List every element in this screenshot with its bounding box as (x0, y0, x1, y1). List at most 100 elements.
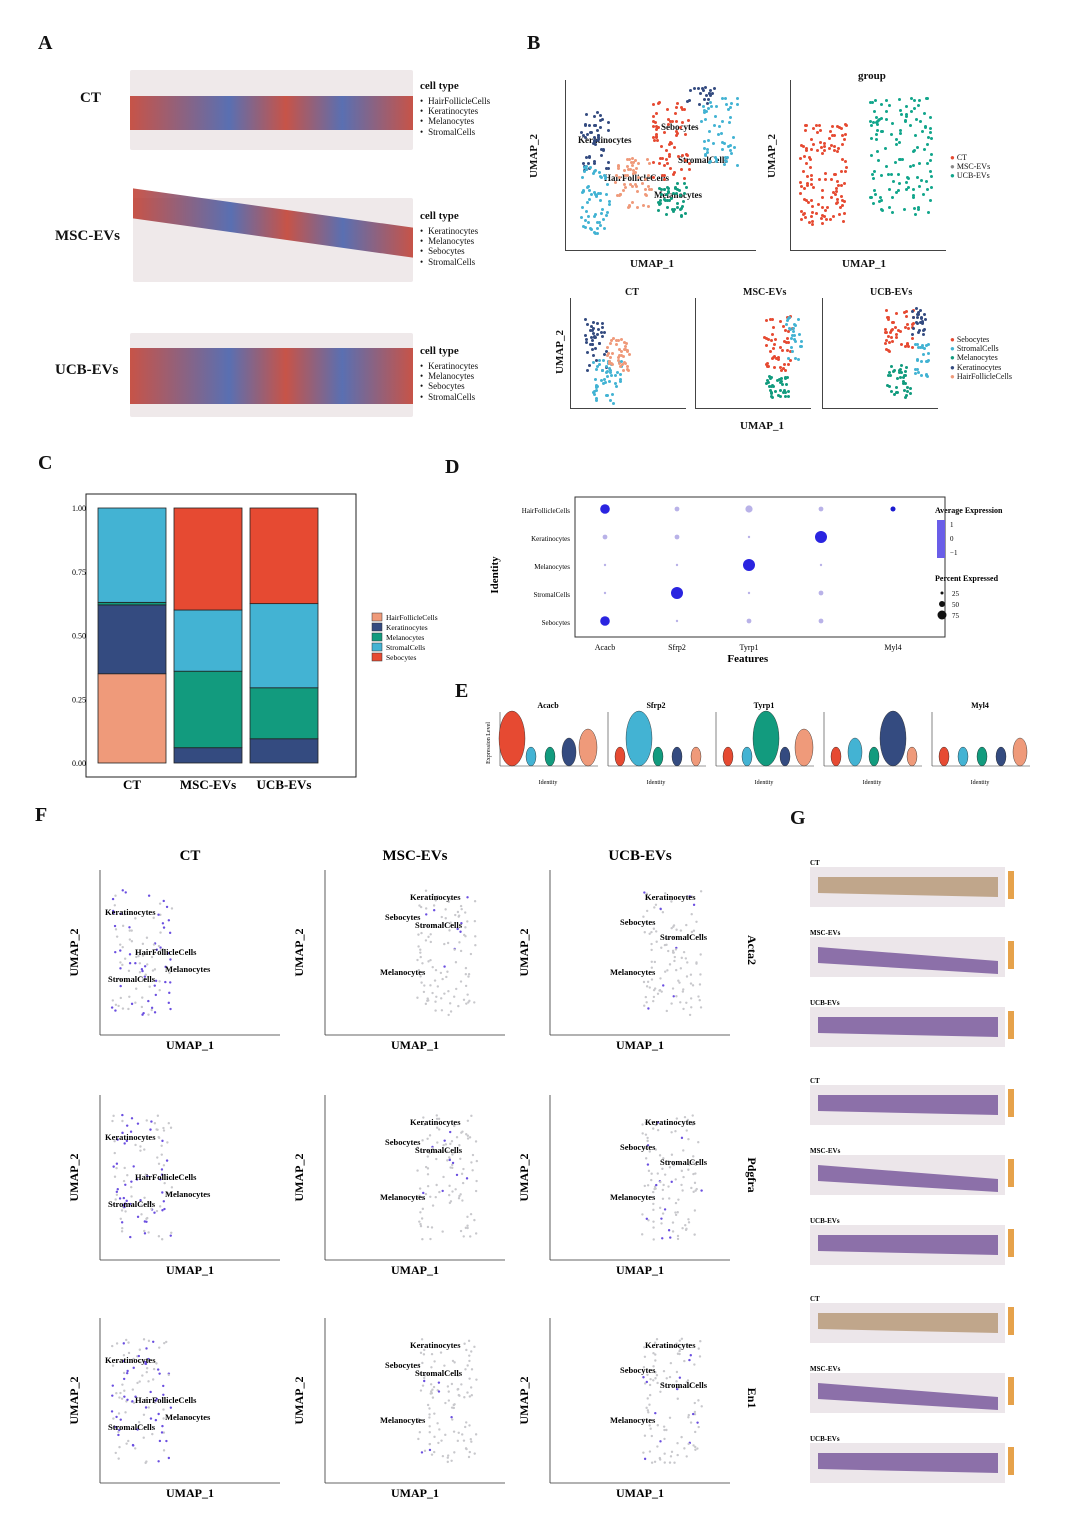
feature-point (141, 942, 145, 946)
bar-segment-melanocytes (173, 670, 243, 749)
umap-point (590, 336, 594, 340)
feature-cell-label: Keratinocytes (105, 907, 156, 917)
feature-point (681, 1189, 684, 1192)
dotplot-dot (671, 587, 683, 599)
umap-point (899, 158, 903, 162)
umap-point (580, 131, 584, 135)
umap-point (724, 160, 728, 164)
feature-point (699, 1340, 702, 1343)
feature-point (450, 1406, 454, 1409)
feature-point (428, 1425, 431, 1428)
feature-point (115, 1392, 118, 1395)
feature-point (156, 1114, 160, 1117)
umap-point (887, 315, 891, 319)
umap-point (926, 374, 930, 378)
feature-point (147, 1013, 150, 1016)
feature-point (692, 903, 696, 907)
panel-a-row-title-ucb: UCB-EVs (55, 362, 119, 378)
feature-point (167, 952, 170, 955)
feature-point (118, 1428, 121, 1432)
feature-point (424, 1192, 428, 1196)
umap-point (810, 137, 814, 141)
feature-point (437, 1372, 440, 1375)
umap-point (776, 356, 780, 360)
feature-point (135, 1178, 139, 1181)
umap-point (820, 145, 824, 149)
umap-point (669, 120, 673, 124)
umap-point (667, 152, 671, 156)
feature-point (668, 963, 672, 966)
feature-point (466, 1137, 470, 1140)
split-umap-ct (570, 298, 686, 409)
feature-point (682, 988, 685, 991)
feature-point (650, 1172, 653, 1175)
feature-point (116, 1138, 119, 1141)
umap-point (914, 372, 918, 376)
feature-point (469, 1235, 472, 1238)
feature-point (670, 1450, 674, 1454)
umap-point (822, 145, 826, 149)
umap-point (772, 347, 776, 351)
feature-point (675, 1370, 679, 1374)
umap-point (884, 165, 888, 169)
feature-point (434, 1009, 437, 1012)
umap-point (891, 195, 895, 199)
feature-point (426, 1155, 430, 1158)
umap-point (769, 375, 773, 379)
feature-point (685, 975, 689, 978)
umap-point (782, 339, 786, 343)
feature-point (470, 1368, 474, 1371)
feature-point (668, 1166, 672, 1169)
umap-point (828, 218, 832, 222)
umap-point (593, 334, 597, 338)
feature-point (663, 1208, 667, 1211)
spatial-spots (818, 1165, 998, 1192)
feature-cell-label: StromalCells (660, 1380, 708, 1390)
feature-cell-label: Keratinocytes (105, 1355, 156, 1365)
feature-point (453, 1361, 456, 1364)
umap-point (803, 124, 807, 128)
umap-point (633, 183, 637, 187)
violin-shape (525, 746, 537, 767)
umap-point (783, 368, 787, 372)
umap-point (887, 317, 891, 321)
feature-point (426, 1173, 430, 1176)
feature-point (157, 1460, 160, 1463)
umap-point (919, 120, 923, 124)
spatial-label: UCB-EVs (810, 1217, 840, 1225)
feature-point (655, 1373, 659, 1377)
feature-point (132, 1165, 135, 1168)
umap-point (688, 162, 692, 166)
umap-point (665, 185, 669, 189)
violin-xlabel: Identity (863, 780, 882, 786)
umap-point (667, 199, 671, 203)
x-category-label: UCB-EVs (257, 777, 312, 792)
feature-point (675, 1342, 678, 1345)
feature-point (692, 1444, 695, 1447)
umap-point (624, 341, 628, 345)
feature-point (441, 1150, 444, 1153)
legend-a-ucb: cell type Keratinocytes Melanocytes Sebo… (420, 345, 478, 402)
violin-shape (690, 746, 702, 767)
umap-point (792, 322, 796, 326)
umap-point (630, 156, 634, 160)
umap-point (905, 113, 909, 117)
umap-point (673, 146, 677, 150)
feature-col-title: UCB-EVs (608, 848, 672, 864)
feature-point (683, 1447, 686, 1450)
umap-point (674, 186, 678, 190)
feature-point (684, 1223, 687, 1227)
feature-cell-label: StromalCells (108, 1199, 156, 1209)
umap-point (809, 177, 813, 181)
umap-point (902, 373, 906, 377)
feature-point (641, 1132, 644, 1135)
umap-point (668, 167, 672, 171)
umap-point (683, 182, 687, 186)
feature-point (434, 899, 437, 902)
feature-point (673, 959, 676, 963)
feature-point (422, 1376, 426, 1380)
feature-point (112, 1417, 115, 1420)
feature-point (418, 1194, 421, 1197)
umap-point (618, 379, 622, 383)
umap-point (594, 212, 598, 216)
